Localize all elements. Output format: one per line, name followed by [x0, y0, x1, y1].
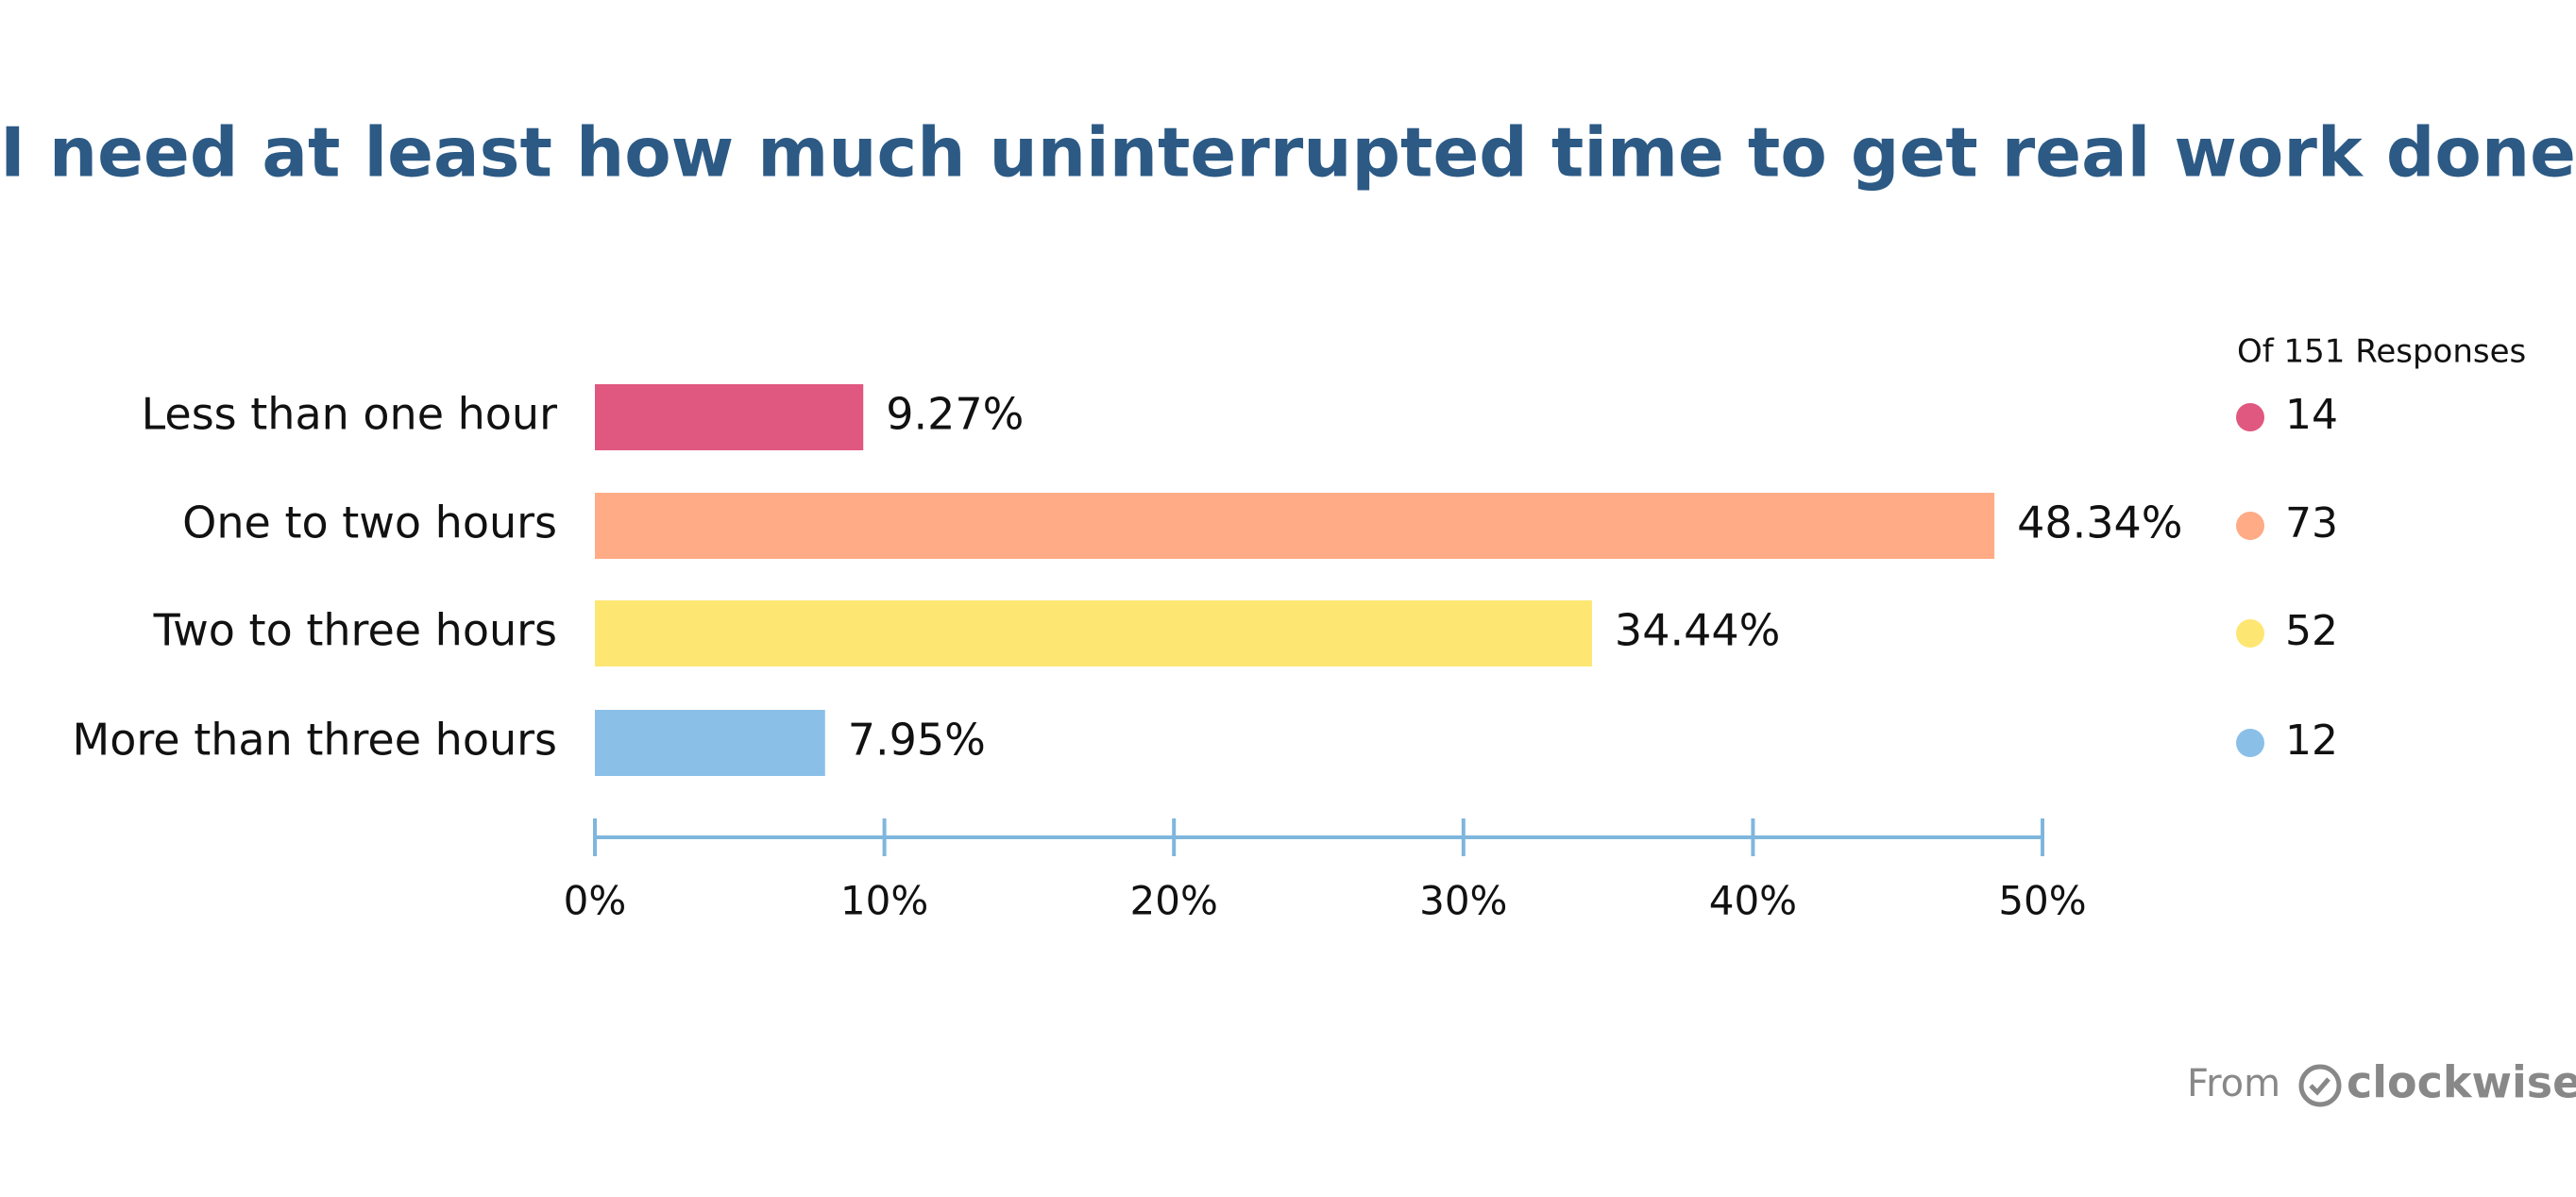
- footer-prefix: From: [2187, 1062, 2280, 1105]
- legend-title: Of 151 Responses: [2237, 333, 2526, 371]
- x-tick-label: 30%: [1419, 878, 1507, 924]
- legend-marker: [2236, 729, 2264, 757]
- bar: [595, 493, 1995, 559]
- value-label: 34.44%: [1615, 605, 1780, 656]
- bar: [595, 710, 825, 776]
- value-label: 9.27%: [886, 389, 1024, 440]
- x-tick-label: 40%: [1709, 878, 1797, 924]
- legend-count: 73: [2285, 499, 2338, 548]
- legend-marker: [2236, 512, 2264, 540]
- legend-marker: [2236, 403, 2264, 431]
- brand-logo-check: [2309, 1077, 2330, 1096]
- x-tick-label: 10%: [840, 878, 928, 924]
- x-tick-label: 50%: [1998, 878, 2086, 924]
- y-tick-label: Less than one hour: [142, 389, 558, 440]
- bar: [595, 384, 864, 450]
- brand-logo: [2298, 1064, 2342, 1107]
- legend-count: 52: [2285, 607, 2338, 655]
- value-label: 48.34%: [2017, 497, 2182, 548]
- bar: [595, 600, 1592, 666]
- value-label: 7.95%: [848, 715, 986, 766]
- y-tick-label: Two to three hours: [153, 605, 557, 656]
- legend-count: 14: [2285, 391, 2338, 439]
- footer-brand: clockwise: [2347, 1057, 2576, 1108]
- x-tick-label: 20%: [1130, 878, 1218, 924]
- x-tick-label: 0%: [564, 878, 627, 924]
- legend-count: 12: [2285, 717, 2338, 765]
- legend-marker: [2236, 619, 2264, 648]
- y-tick-label: One to two hours: [182, 497, 557, 548]
- chart-title: I need at least how much uninterrupted t…: [0, 113, 2576, 193]
- y-tick-label: More than three hours: [73, 715, 557, 766]
